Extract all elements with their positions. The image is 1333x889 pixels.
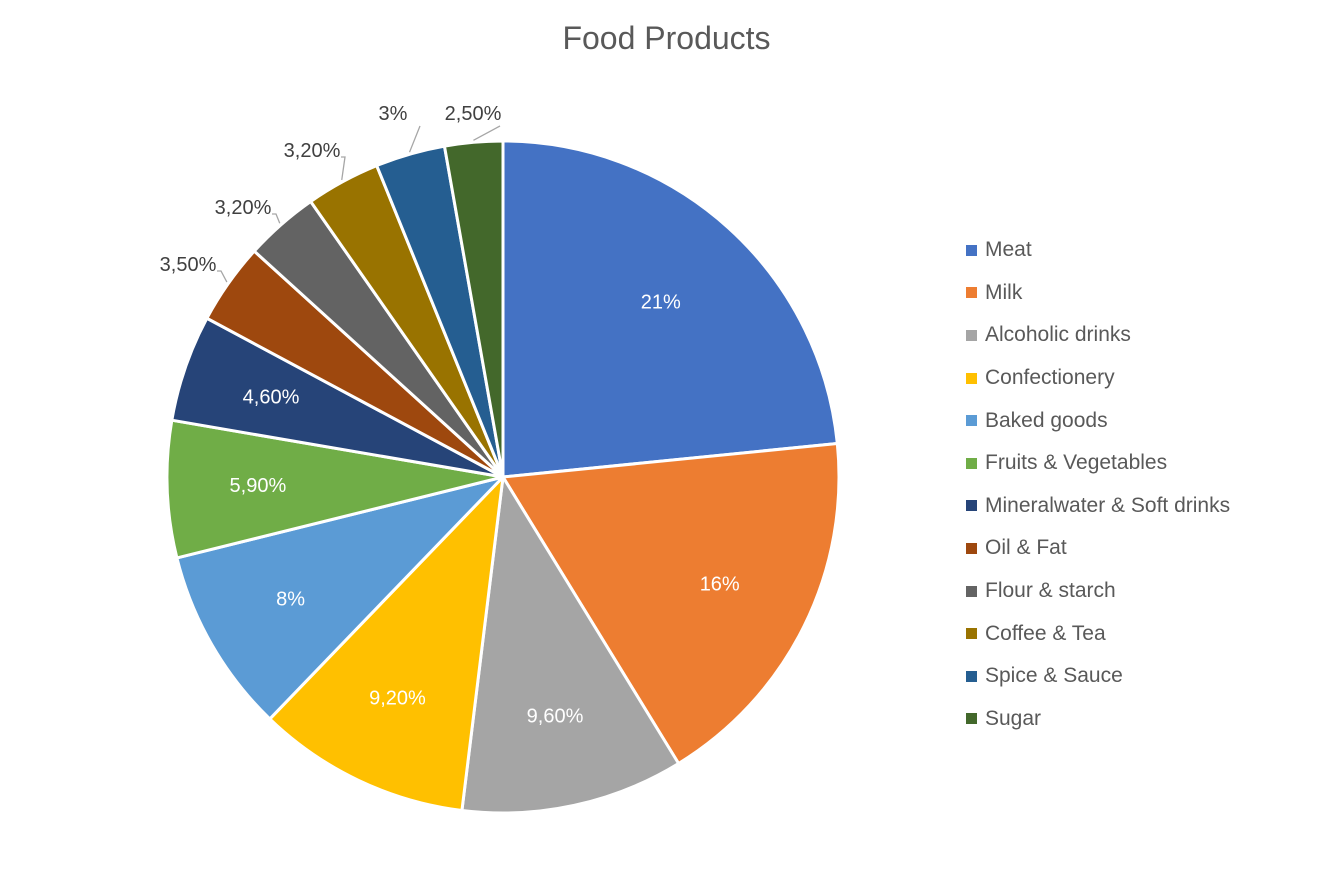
legend-label: Fruits & Vegetables	[985, 451, 1168, 475]
data-label-milk: 16%	[700, 574, 740, 596]
leader-line-sugar	[473, 125, 501, 141]
data-label-spice-and-sauce: 3%	[379, 103, 408, 125]
pie-slice-confectionery	[268, 475, 505, 812]
legend-swatch	[966, 415, 977, 427]
legend-item-oil-and-fat: Oil & Fat	[966, 527, 1230, 570]
legend-swatch	[966, 457, 977, 469]
leader-line-spice-and-sauce	[408, 125, 421, 153]
legend-swatch	[966, 244, 977, 256]
legend-label: Alcoholic drinks	[985, 323, 1131, 347]
legend-label: Sugar	[985, 706, 1042, 730]
leader-line-flour-and-starch	[272, 213, 281, 224]
legend-item-alcoholic-drinks: Alcoholic drinks	[966, 314, 1230, 357]
legend-swatch	[966, 585, 977, 597]
legend-label: Baked goods	[985, 408, 1108, 432]
data-label-coffee-and-tea: 3,20%	[284, 140, 341, 162]
legend-item-spice-and-sauce: Spice & Sauce	[966, 655, 1230, 698]
data-label-fruits-and-vegetables: 5,90%	[230, 475, 287, 497]
data-label-meat: 21%	[641, 292, 681, 314]
legend-item-sugar: Sugar	[966, 698, 1230, 741]
leader-line-coffee-and-tea	[341, 156, 346, 181]
pie-slice-sugar	[442, 139, 505, 479]
legend-item-fruits-and-vegetables: Fruits & Vegetables	[966, 442, 1230, 485]
legend-item-confectionery: Confectionery	[966, 357, 1230, 400]
legend-item-meat: Meat	[966, 229, 1230, 272]
chart-title: Food Products	[562, 20, 771, 56]
pie-slice-baked-goods	[175, 475, 505, 721]
pie-slice-alcoholic-drinks	[460, 475, 681, 815]
legend-label: Oil & Fat	[985, 536, 1067, 560]
legend-label: Spice & Sauce	[985, 664, 1123, 688]
legend-swatch	[966, 287, 977, 299]
data-labels: 21% 16% 9,60% 9,20% 8% 5,90% 4,60% 3,50% 3,20% 3,…	[160, 103, 740, 728]
legend-swatch	[966, 500, 977, 512]
leader-line-oil-and-fat	[217, 270, 228, 283]
legend-label: Meat	[985, 238, 1032, 262]
legend-swatch	[966, 670, 977, 682]
legend: Meat Milk Alcoholic drinks Confectionery Bak…	[966, 229, 1230, 740]
pie-slice-fruits-and-vegetables	[165, 418, 505, 560]
leader-lines	[217, 125, 501, 283]
legend-swatch	[966, 372, 977, 384]
data-label-alcoholic-drinks: 9,60%	[527, 706, 584, 728]
legend-swatch	[966, 628, 977, 640]
legend-item-baked-goods: Baked goods	[966, 399, 1230, 442]
legend-item-flour-and-starch: Flour & starch	[966, 570, 1230, 613]
data-label-mineralwater-and-soft-drinks: 4,60%	[243, 386, 300, 408]
data-label-flour-and-starch: 3,20%	[215, 197, 272, 219]
legend-label: Milk	[985, 280, 1023, 304]
data-label-sugar: 2,50%	[445, 103, 502, 125]
legend-item-coffee-and-tea: Coffee & Tea	[966, 612, 1230, 655]
pie-slice-meat	[501, 139, 839, 479]
legend-swatch	[966, 713, 977, 725]
data-label-oil-and-fat: 3,50%	[160, 254, 217, 276]
legend-label: Coffee & Tea	[985, 621, 1106, 645]
pie-slices	[165, 139, 841, 815]
legend-label: Mineralwater & Soft drinks	[985, 493, 1231, 517]
pie-slice-milk	[501, 442, 841, 765]
legend-item-mineralwater-and-soft-drinks: Mineralwater & Soft drinks	[966, 485, 1230, 528]
legend-label: Confectionery	[985, 366, 1115, 390]
legend-swatch	[966, 542, 977, 554]
data-label-confectionery: 9,20%	[369, 687, 426, 709]
legend-item-milk: Milk	[966, 272, 1230, 315]
legend-label: Flour & starch	[985, 579, 1116, 603]
legend-swatch	[966, 329, 977, 341]
data-label-baked-goods: 8%	[276, 589, 305, 611]
